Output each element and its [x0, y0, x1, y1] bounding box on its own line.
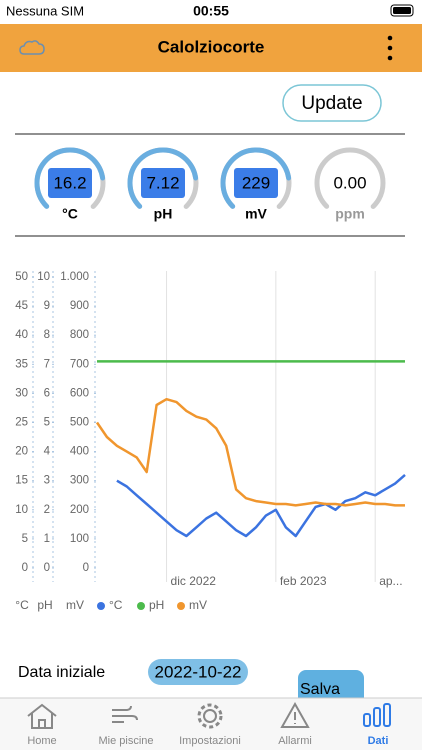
x-tick-label: dic 2022 [171, 574, 217, 588]
y-tick-label: 5 [44, 417, 50, 429]
tab-label[interactable]: Dati [368, 735, 389, 747]
y-tick-label: 2 [44, 504, 50, 516]
series-line [116, 473, 406, 538]
settings-icon[interactable] [197, 703, 223, 729]
header [0, 24, 422, 72]
y-tick-label: 35 [15, 358, 28, 370]
date-field[interactable] [148, 659, 248, 685]
legend-label: pH [149, 598, 164, 612]
gauge-value: 229 [242, 173, 270, 192]
date-label: Data iniziale [18, 664, 105, 681]
alarm-icon[interactable] [280, 701, 310, 728]
y-tick-label: 45 [15, 300, 28, 312]
y-tick-label: 25 [15, 417, 28, 429]
battery [390, 4, 414, 17]
y-tick-label: 0 [44, 562, 50, 574]
y-tick-label: 1.000 [60, 271, 89, 283]
legend-dot [137, 602, 145, 610]
cloud-icon[interactable] [19, 40, 45, 55]
axis-title: pH [37, 598, 52, 612]
carrier: Nessuna SIM [6, 3, 84, 18]
y-tick-label: 30 [15, 387, 28, 399]
tab-bar [0, 698, 422, 750]
settings-icon[interactable] [203, 709, 217, 723]
y-tick-label: 600 [70, 387, 89, 399]
y-tick-label: 5 [22, 533, 28, 545]
y-tick-label: 20 [15, 446, 28, 458]
home-icon[interactable] [27, 703, 57, 729]
y-tick-label: 0 [22, 562, 28, 574]
y-tick-label: 40 [15, 329, 28, 341]
legend-label: °C [109, 598, 123, 612]
gauge-unit: °C [62, 206, 78, 222]
y-tick-label: 7 [44, 358, 50, 370]
x-tick-label: ap... [379, 574, 402, 588]
y-tick-label: 800 [70, 329, 89, 341]
y-tick-label: 50 [15, 271, 28, 283]
gauge-value-box [141, 168, 185, 198]
gauge-arc [34, 147, 106, 219]
tab-label[interactable]: Impostazioni [179, 735, 241, 747]
clock: 00:55 [193, 3, 229, 19]
gauge-unit: mV [245, 206, 267, 222]
gauge-track [314, 147, 386, 219]
y-tick-label: 10 [15, 504, 28, 516]
save-label: Salva [300, 681, 340, 698]
tab-label[interactable]: Allarmi [278, 735, 312, 747]
legend-dot [177, 602, 185, 610]
y-tick-label: 100 [70, 533, 89, 545]
menu-button[interactable] [387, 35, 393, 61]
legend-dot [97, 602, 105, 610]
series-line [95, 397, 405, 507]
gauge-arc [127, 147, 199, 219]
gauge-value: 7.12 [146, 173, 179, 192]
gauge-value: 0.00 [333, 173, 366, 192]
y-tick-label: 6 [44, 387, 50, 399]
axis-title: °C [15, 598, 29, 612]
tab-label[interactable]: Mie piscine [98, 735, 153, 747]
gauge-value-box [234, 168, 278, 198]
y-tick-label: 10 [37, 271, 50, 283]
y-tick-label: 900 [70, 300, 89, 312]
x-tick-label: feb 2023 [280, 574, 327, 588]
y-tick-label: 4 [44, 446, 51, 458]
y-tick-label: 300 [70, 475, 89, 487]
y-tick-label: 9 [44, 300, 50, 312]
data-icon[interactable] [363, 703, 391, 727]
gauge-unit: pH [154, 206, 173, 222]
axis-title: mV [66, 598, 84, 612]
gauge-arc [220, 147, 292, 219]
gauge-value-box [48, 168, 92, 198]
y-tick-label: 200 [70, 504, 89, 516]
legend-label: mV [189, 598, 207, 612]
update-button[interactable] [282, 84, 382, 122]
update-label: Update [301, 93, 362, 114]
date-value: 2022-10-22 [155, 662, 242, 681]
header-title: Calolziocorte [158, 37, 265, 56]
y-tick-label: 500 [70, 417, 89, 429]
y-tick-label: 400 [70, 446, 89, 458]
y-tick-label: 3 [44, 475, 50, 487]
save-button[interactable] [298, 670, 364, 706]
y-tick-label: 1 [44, 533, 50, 545]
tab-label[interactable]: Home [27, 735, 56, 747]
y-tick-label: 700 [70, 358, 89, 370]
gauge-value: 16.2 [53, 173, 86, 192]
battery-level [393, 7, 411, 14]
gauge-unit: ppm [335, 206, 365, 222]
pools-icon[interactable] [112, 705, 138, 723]
y-tick-label: 8 [44, 329, 50, 341]
y-tick-label: 0 [83, 562, 89, 574]
y-tick-label: 15 [15, 475, 28, 487]
